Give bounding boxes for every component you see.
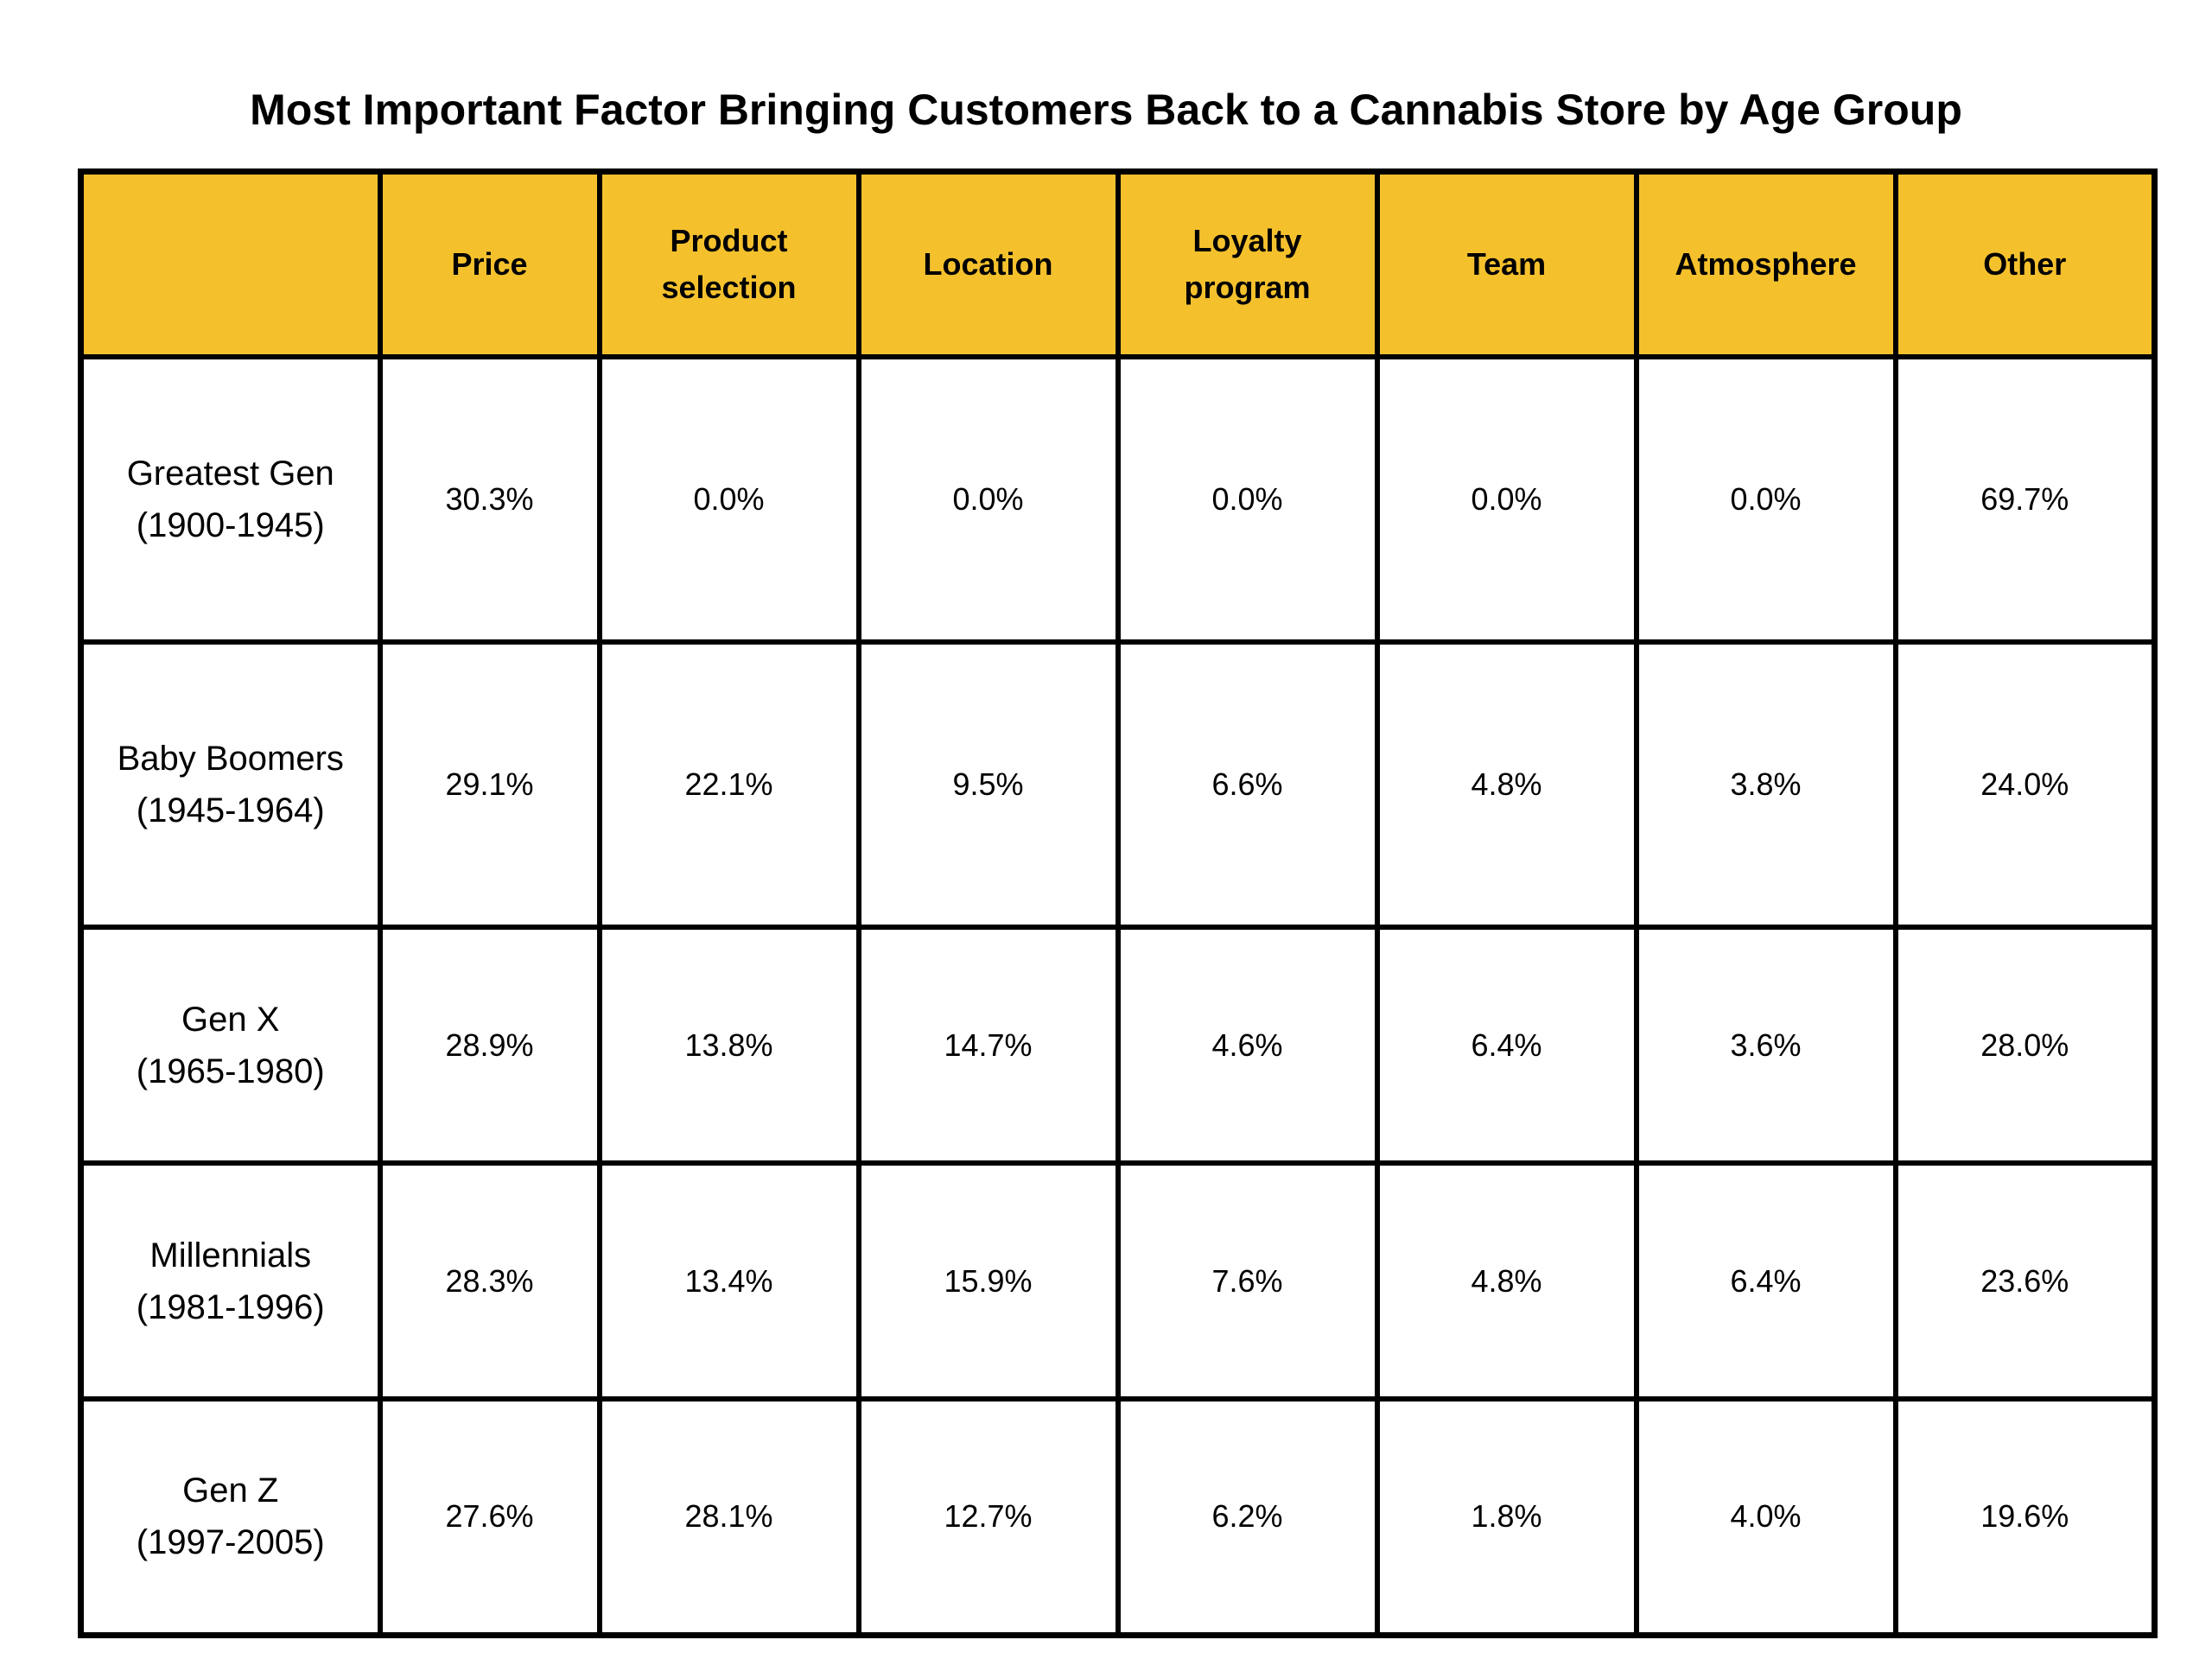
corner-header-cell bbox=[78, 168, 383, 359]
value-cell: 28.0% bbox=[1892, 925, 2158, 1166]
row-header-cell: Gen Z (1997-2005) bbox=[78, 1396, 383, 1637]
value-cell: 4.8% bbox=[1374, 1160, 1639, 1402]
value-cell: 0.0% bbox=[1115, 354, 1380, 645]
row-header-cell: Millennials (1981-1996) bbox=[78, 1160, 383, 1402]
value-cell: 6.4% bbox=[1374, 925, 1639, 1166]
value-cell: 15.9% bbox=[855, 1160, 1121, 1402]
value-cell: 4.0% bbox=[1633, 1396, 1898, 1637]
age-group-years: (1981-1996) bbox=[136, 1287, 325, 1326]
value-cell: 14.7% bbox=[855, 925, 1121, 1166]
column-header-cell: Loyalty program bbox=[1115, 168, 1380, 359]
column-header-label: Price bbox=[451, 246, 528, 282]
table-row: Gen Z (1997-2005) 27.6% 28.1% 12.7% 6.2% 1.8% 4… bbox=[78, 1396, 2158, 1637]
column-header-label: Team bbox=[1466, 246, 1547, 282]
value-cell: 0.0% bbox=[855, 354, 1121, 645]
value-cell: 28.1% bbox=[596, 1396, 861, 1637]
value-cell: 0.0% bbox=[1633, 354, 1898, 645]
age-group-years: (1945-1964) bbox=[136, 791, 325, 830]
value-cell: 9.5% bbox=[855, 639, 1121, 930]
age-group-label: Millennials bbox=[149, 1236, 312, 1274]
value-cell: 28.3% bbox=[377, 1160, 602, 1402]
column-header-cell: Product selection bbox=[596, 168, 861, 359]
value-cell: 69.7% bbox=[1892, 354, 2158, 645]
table-row: Gen X (1965-1980) 28.9% 13.8% 14.7% 4.6% 6.4% 3… bbox=[78, 925, 2158, 1166]
value-cell: 13.4% bbox=[596, 1160, 861, 1402]
value-cell: 0.0% bbox=[596, 354, 861, 645]
value-cell: 19.6% bbox=[1892, 1396, 2158, 1637]
value-cell: 6.2% bbox=[1115, 1396, 1380, 1637]
column-header-cell: Price bbox=[377, 168, 602, 359]
value-cell: 30.3% bbox=[377, 354, 602, 645]
value-cell: 3.6% bbox=[1633, 925, 1898, 1166]
column-header-cell: Location bbox=[855, 168, 1121, 359]
value-cell: 4.6% bbox=[1115, 925, 1380, 1166]
column-header-cell: Other bbox=[1892, 168, 2158, 359]
column-header-label: selection bbox=[661, 270, 797, 305]
value-cell: 24.0% bbox=[1892, 639, 2158, 930]
column-header-cell: Atmosphere bbox=[1633, 168, 1898, 359]
value-cell: 13.8% bbox=[596, 925, 861, 1166]
column-header-label: Atmosphere bbox=[1675, 246, 1857, 282]
row-header-cell: Greatest Gen (1900-1945) bbox=[78, 354, 383, 645]
value-cell: 28.9% bbox=[377, 925, 602, 1166]
data-table: Price Product selection Location Loyalty prog… bbox=[78, 168, 2158, 1638]
value-cell: 4.8% bbox=[1374, 639, 1639, 930]
table-body: Greatest Gen (1900-1945) 30.3% 0.0% 0.0% 0.0%… bbox=[78, 354, 2158, 1637]
value-cell: 0.0% bbox=[1374, 354, 1639, 645]
value-cell: 12.7% bbox=[855, 1396, 1121, 1637]
age-group-label: Baby Boomers bbox=[117, 740, 344, 778]
value-cell: 23.6% bbox=[1892, 1160, 2158, 1402]
value-cell: 22.1% bbox=[596, 639, 861, 930]
age-group-years: (1997-2005) bbox=[136, 1523, 325, 1562]
column-header-label: program bbox=[1184, 270, 1311, 305]
value-cell: 27.6% bbox=[377, 1396, 602, 1637]
age-group-years: (1965-1980) bbox=[136, 1052, 325, 1090]
value-cell: 6.4% bbox=[1633, 1160, 1898, 1402]
value-cell: 3.8% bbox=[1633, 639, 1898, 930]
chart-title: Most Important Factor Bringing Customers… bbox=[250, 86, 1962, 134]
value-cell: 29.1% bbox=[377, 639, 602, 930]
row-header-cell: Baby Boomers (1945-1964) bbox=[78, 639, 383, 930]
table-row: Millennials (1981-1996) 28.3% 13.4% 15.9% 7.6… bbox=[78, 1160, 2158, 1402]
age-group-label: Greatest Gen bbox=[126, 454, 334, 493]
column-header-label: Loyalty bbox=[1192, 223, 1302, 258]
age-group-label: Gen X bbox=[181, 1000, 280, 1039]
table-row: Greatest Gen (1900-1945) 30.3% 0.0% 0.0% 0.0%… bbox=[78, 354, 2158, 645]
column-header-label: Product bbox=[670, 223, 788, 258]
column-header-label: Location bbox=[923, 246, 1053, 282]
value-cell: 1.8% bbox=[1374, 1396, 1639, 1637]
table-row: Baby Boomers (1945-1964) 29.1% 22.1% 9.5% 6.6… bbox=[78, 639, 2158, 930]
row-header-cell: Gen X (1965-1980) bbox=[78, 925, 383, 1166]
column-header-label: Other bbox=[1983, 246, 2067, 282]
age-group-years: (1900-1945) bbox=[136, 506, 325, 544]
value-cell: 6.6% bbox=[1115, 639, 1380, 930]
age-group-label: Gen Z bbox=[182, 1471, 279, 1510]
header-row: Price Product selection Location Loyalty prog… bbox=[78, 168, 2158, 359]
value-cell: 7.6% bbox=[1115, 1160, 1380, 1402]
column-header-cell: Team bbox=[1374, 168, 1639, 359]
